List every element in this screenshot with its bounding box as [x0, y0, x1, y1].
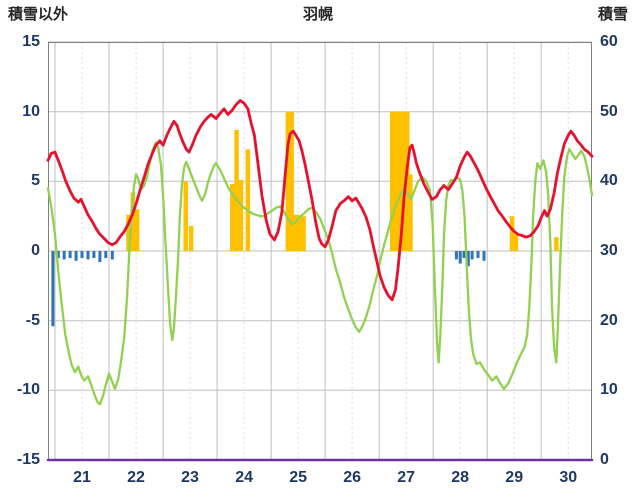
blue-bars-bar: [462, 251, 466, 258]
blue-bars-bar: [74, 251, 78, 261]
blue-bars-bar: [458, 251, 462, 264]
orange-bars-bar: [245, 149, 251, 251]
orange-bars-bar: [297, 214, 302, 251]
blue-bars-bar: [98, 251, 102, 263]
blue-bars-bar: [51, 251, 55, 327]
orange-bars-bar: [405, 111, 410, 251]
blue-bars-bar: [68, 251, 72, 258]
orange-bars-bar: [134, 209, 140, 251]
blue-bars-bar: [466, 251, 470, 267]
orange-bars-bar: [230, 184, 235, 251]
chart-title: 羽幌: [302, 6, 333, 23]
blue-bars-bar: [470, 251, 474, 260]
green-line: [46, 141, 594, 406]
orange-bars-bar: [393, 111, 399, 251]
orange-bars-bar: [408, 174, 413, 251]
blue-bars-bar: [56, 251, 60, 258]
blue-bars-bar: [86, 251, 90, 260]
blue-bars-bar: [476, 251, 480, 258]
right-axis-title: 積雪: [597, 6, 628, 23]
orange-bars-bar: [397, 111, 402, 251]
orange-bars-bar: [238, 179, 244, 251]
blue-bars-bar: [92, 251, 96, 258]
orange-bars-bar: [188, 225, 194, 251]
left-axis-title: 積雪以外: [8, 6, 69, 23]
orange-bars-bar: [554, 237, 559, 251]
blue-bars-bar: [80, 251, 84, 258]
orange-bars-bar: [234, 129, 239, 251]
orange-bars-bar: [389, 111, 395, 251]
orange-bars-bar: [289, 111, 294, 251]
orange-bars-bar: [401, 111, 406, 251]
blue-bars-bar: [62, 251, 66, 260]
orange-bars-bar: [513, 234, 519, 251]
orange-bars-bar: [126, 214, 131, 251]
blue-bars-bar: [110, 251, 114, 260]
orange-bars-bar: [285, 111, 291, 251]
orange-bars-bar: [293, 214, 299, 251]
blue-bars-bar: [104, 251, 108, 258]
orange-bars-bar: [183, 181, 188, 251]
orange-bars-bar: [130, 192, 136, 251]
red-line: [46, 99, 594, 302]
blue-bars-bar: [454, 251, 458, 260]
blue-bars-bar: [482, 251, 486, 261]
orange-bars-bar: [301, 216, 306, 251]
orange-bars-bar: [509, 216, 515, 251]
